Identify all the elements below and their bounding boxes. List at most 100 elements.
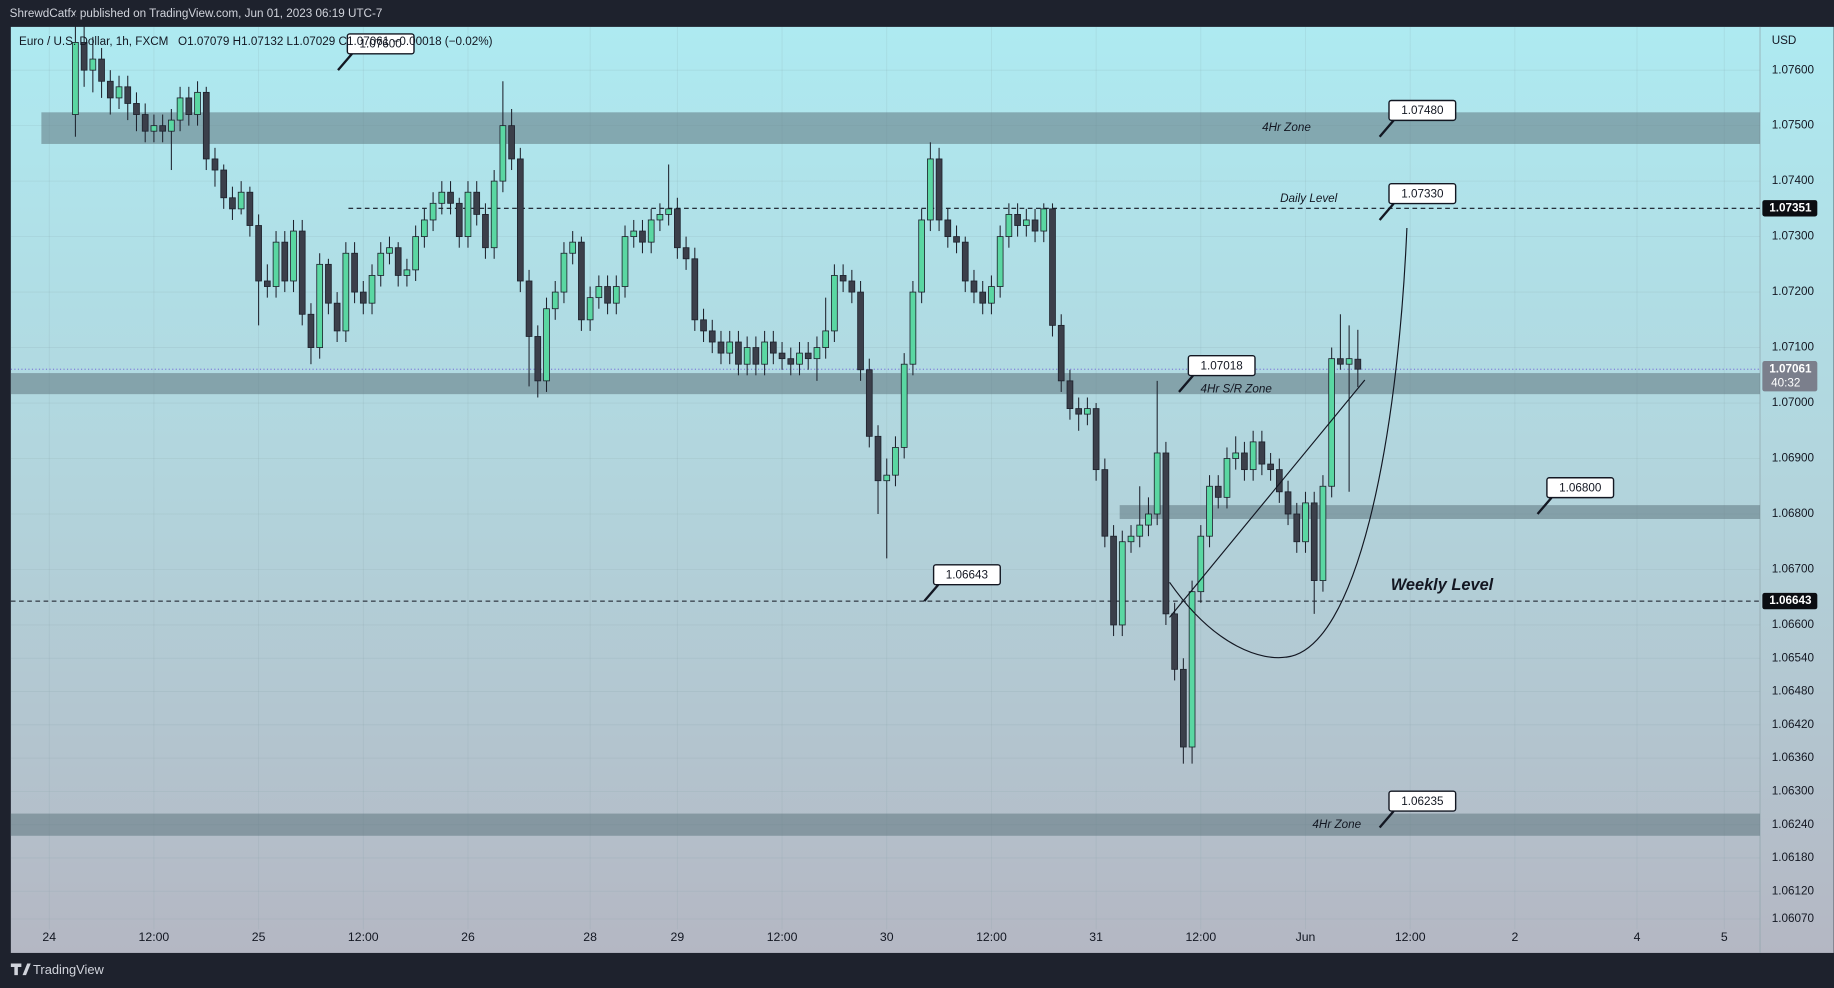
candle-body: [106, 80, 114, 99]
candle-body: [612, 286, 620, 304]
candle-body: [691, 258, 699, 321]
symbol-legend: Euro / U.S. Dollar, 1h, FXCM: [19, 35, 168, 48]
candle-body: [1214, 485, 1222, 498]
candle-body: [1206, 485, 1213, 537]
candle-body: [1293, 513, 1301, 543]
candle-body: [1328, 358, 1335, 487]
x-tick-label: 25: [252, 930, 266, 944]
candle-body: [264, 280, 271, 287]
candle-body: [281, 241, 289, 282]
y-tick-label: 1.06540: [1772, 651, 1815, 664]
ohlc-legend: O1.07079 H1.07132 L1.07029 C1.07061 −0.0…: [178, 35, 493, 48]
drawings: [1169, 227, 1408, 659]
zone-label: 4Hr S/R Zone: [1200, 383, 1272, 396]
candle-body: [1127, 535, 1135, 543]
candle-body: [743, 347, 751, 365]
candle-body: [682, 247, 690, 260]
candle-body: [290, 230, 297, 282]
candle-body: [325, 263, 332, 304]
callout-pointer: [923, 583, 940, 602]
candle-body: [900, 363, 908, 448]
candle-body: [1241, 452, 1248, 471]
candle-body: [1084, 408, 1091, 415]
candle-body: [778, 352, 786, 360]
candle-body: [255, 225, 262, 282]
candle-body: [935, 158, 943, 221]
y-tick-label: 1.07600: [1772, 63, 1815, 76]
candle-body: [237, 191, 245, 210]
x-tick-label: 12:00: [139, 930, 170, 944]
x-tick-label: 24: [42, 930, 56, 944]
candle-body: [595, 286, 603, 299]
logo-icon: [10, 963, 31, 976]
callout-pointer: [1378, 810, 1395, 829]
candle-body: [386, 247, 393, 254]
candle-body: [1354, 358, 1362, 370]
callout-box: [1388, 790, 1457, 812]
candle-body: [578, 241, 585, 321]
callout-label: 1.07480: [1401, 104, 1444, 117]
candle-body: [464, 191, 472, 238]
callout-box: [1388, 183, 1457, 205]
candle-body: [1337, 358, 1344, 365]
candle-body: [656, 214, 664, 221]
y-tick-label: 1.07000: [1772, 396, 1815, 409]
candle-body: [665, 208, 672, 215]
candle-body: [796, 352, 803, 365]
candle-body: [298, 230, 306, 315]
candle-body: [359, 291, 367, 304]
callout-label: 1.06800: [1559, 481, 1602, 494]
candle-body: [150, 125, 158, 132]
candle-body: [769, 341, 777, 354]
y-tick-label: 1.06800: [1772, 507, 1815, 520]
price-tag: [1762, 592, 1818, 610]
candle-body: [1136, 524, 1144, 537]
candle-body: [429, 202, 437, 221]
y-tick-label: 1.06240: [1772, 818, 1815, 831]
candle-body: [586, 297, 594, 321]
y-tick-label: 1.06700: [1772, 563, 1815, 576]
y-tick-label: 1.06900: [1772, 452, 1815, 465]
candle-body: [1057, 324, 1065, 382]
callout-label: 1.06235: [1401, 795, 1444, 808]
candle-body: [141, 114, 149, 132]
candle-body: [508, 125, 515, 160]
annotations-layer: 1.07600 1.07480 1.07330 1.07018 1.06800 1.066…: [337, 33, 1818, 829]
candle-body: [1031, 219, 1039, 232]
candle-body: [1171, 613, 1178, 670]
candle-body: [761, 341, 768, 365]
candle-body: [1014, 214, 1021, 226]
zone: [1119, 505, 1761, 519]
candle-body: [831, 275, 838, 332]
x-tick-label: 12:00: [1185, 930, 1216, 944]
zone-label: 4Hr Zone: [1262, 121, 1311, 134]
candle-body: [822, 330, 830, 348]
candle-body: [89, 58, 97, 71]
callout-pointer: [1378, 202, 1395, 221]
y-tick-label: 1.06360: [1772, 751, 1815, 764]
y-tick-label: 1.07200: [1772, 285, 1815, 298]
footer-logo: TradingView: [10, 962, 105, 977]
candle-body: [168, 119, 175, 132]
candle-body: [229, 197, 236, 210]
candle-body: [342, 252, 350, 332]
candle-body: [1049, 208, 1056, 326]
callout-label: 1.07330: [1401, 187, 1444, 200]
y-tick-label: 1.06480: [1772, 685, 1815, 698]
price-tag-label: 1.07061: [1769, 362, 1812, 375]
candle-body: [717, 341, 725, 354]
callout-pointer: [1536, 496, 1553, 515]
candle-body: [159, 125, 166, 132]
candle-body: [202, 91, 210, 160]
candles-layer: [72, 14, 1362, 764]
y-tick-label: 1.07100: [1772, 341, 1815, 354]
x-tick-label: 31: [1089, 930, 1103, 944]
candle-body: [988, 286, 995, 304]
y-tick-label: 1.07300: [1772, 230, 1815, 243]
candle-body: [72, 42, 79, 115]
y-tick-label: 1.06070: [1772, 912, 1815, 925]
candle-body: [647, 219, 655, 243]
x-tick-label: 4: [1634, 930, 1641, 944]
projection-curve: [1169, 227, 1408, 659]
candle-body: [1092, 408, 1100, 471]
